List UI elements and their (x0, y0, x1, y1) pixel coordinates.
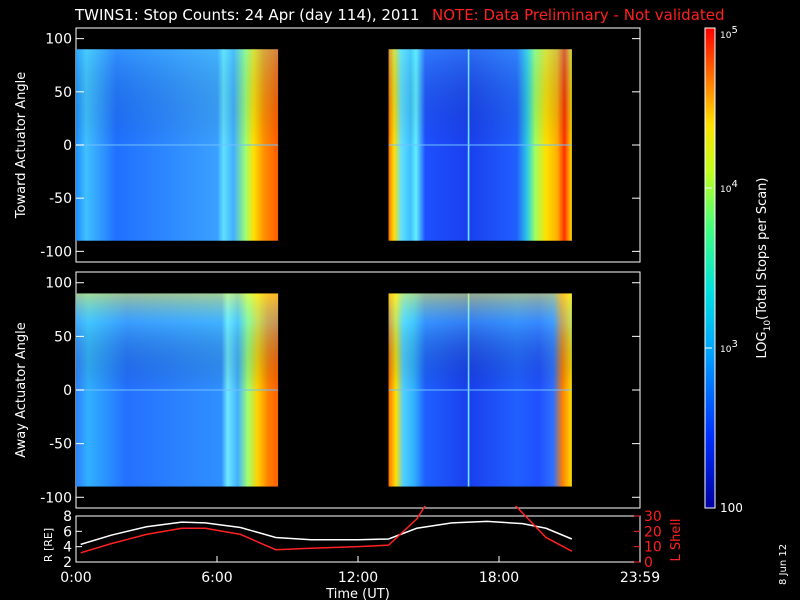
heatmap-blocks (76, 293, 572, 487)
lshell-line (80, 506, 573, 554)
orbit-lines (80, 506, 573, 554)
x-ticks: 0:00 6:00 12:00 18:00 23:59 (60, 556, 660, 586)
x-tick-label: 18:00 (479, 570, 519, 586)
colorbar-tick-label: 100 (720, 501, 743, 515)
left-axis-label: R [RE] (42, 528, 55, 562)
left-tick-label: 8 (63, 509, 72, 525)
x-tick-label: 23:59 (620, 570, 660, 586)
x-tick-label: 6:00 (201, 570, 232, 586)
colorbar-ticks: 105 104 103 100 (705, 25, 743, 515)
colorbar-tick-label: 103 (720, 339, 738, 355)
x-tick-label: 12:00 (338, 570, 378, 586)
panel-frame (75, 515, 641, 563)
y-tick-label: 50 (54, 85, 72, 101)
toward-heatmap-panel: 100 50 0 -50 -100 Toward Actuator Angle (14, 27, 641, 263)
colorbar-tick-label: 105 (720, 25, 738, 41)
date-stamp: 8 Jun 12 (778, 544, 789, 585)
left-tick-label: 2 (63, 555, 72, 571)
colorbar-tick-label: 104 (720, 179, 738, 195)
right-tick-label: 20 (644, 524, 662, 540)
left-tick-label: 6 (63, 524, 72, 540)
y-tick-label: -100 (40, 490, 72, 506)
right-tick-label: 30 (644, 509, 662, 525)
chart-title: TWINS1: Stop Counts: 24 Apr (day 114), 2… (74, 6, 420, 24)
y-axis-label: Away Actuator Angle (14, 322, 29, 457)
y-tick-label: 0 (63, 138, 72, 154)
y-tick-label: -100 (40, 244, 72, 260)
y-tick-label: 100 (45, 32, 72, 48)
right-tick-label: 0 (644, 555, 653, 571)
y-ticks: 100 50 0 -50 -100 (40, 276, 640, 506)
x-axis-label: Time (UT) (325, 587, 390, 600)
heatmap-blocks (76, 49, 572, 241)
y-tick-label: 0 (63, 383, 72, 399)
right-axis-label: L Shell (669, 518, 684, 561)
left-tick-label: 4 (63, 540, 72, 556)
preliminary-note: NOTE: Data Preliminary - Not validated (432, 6, 725, 24)
colorbar-gradient (704, 27, 716, 509)
y-tick-label: 100 (45, 276, 72, 292)
y-tick-label: -50 (49, 437, 72, 453)
radius-line (80, 520, 573, 546)
colorbar-label: LOG10(Total Stops per Scan) (755, 178, 773, 359)
x-tick-label: 0:00 (60, 570, 91, 586)
right-tick-label: 10 (644, 540, 662, 556)
y-ticks: 100 50 0 -50 -100 (40, 32, 640, 260)
y-tick-label: 50 (54, 329, 72, 345)
y-tick-label: -50 (49, 191, 72, 207)
away-heatmap-panel: 100 50 0 -50 -100 Away Actuator Angle (14, 271, 641, 509)
y-axis-label: Toward Actuator Angle (14, 72, 29, 219)
colorbar: 105 104 103 100 LOG10(Total Stops per Scan) (704, 25, 773, 515)
